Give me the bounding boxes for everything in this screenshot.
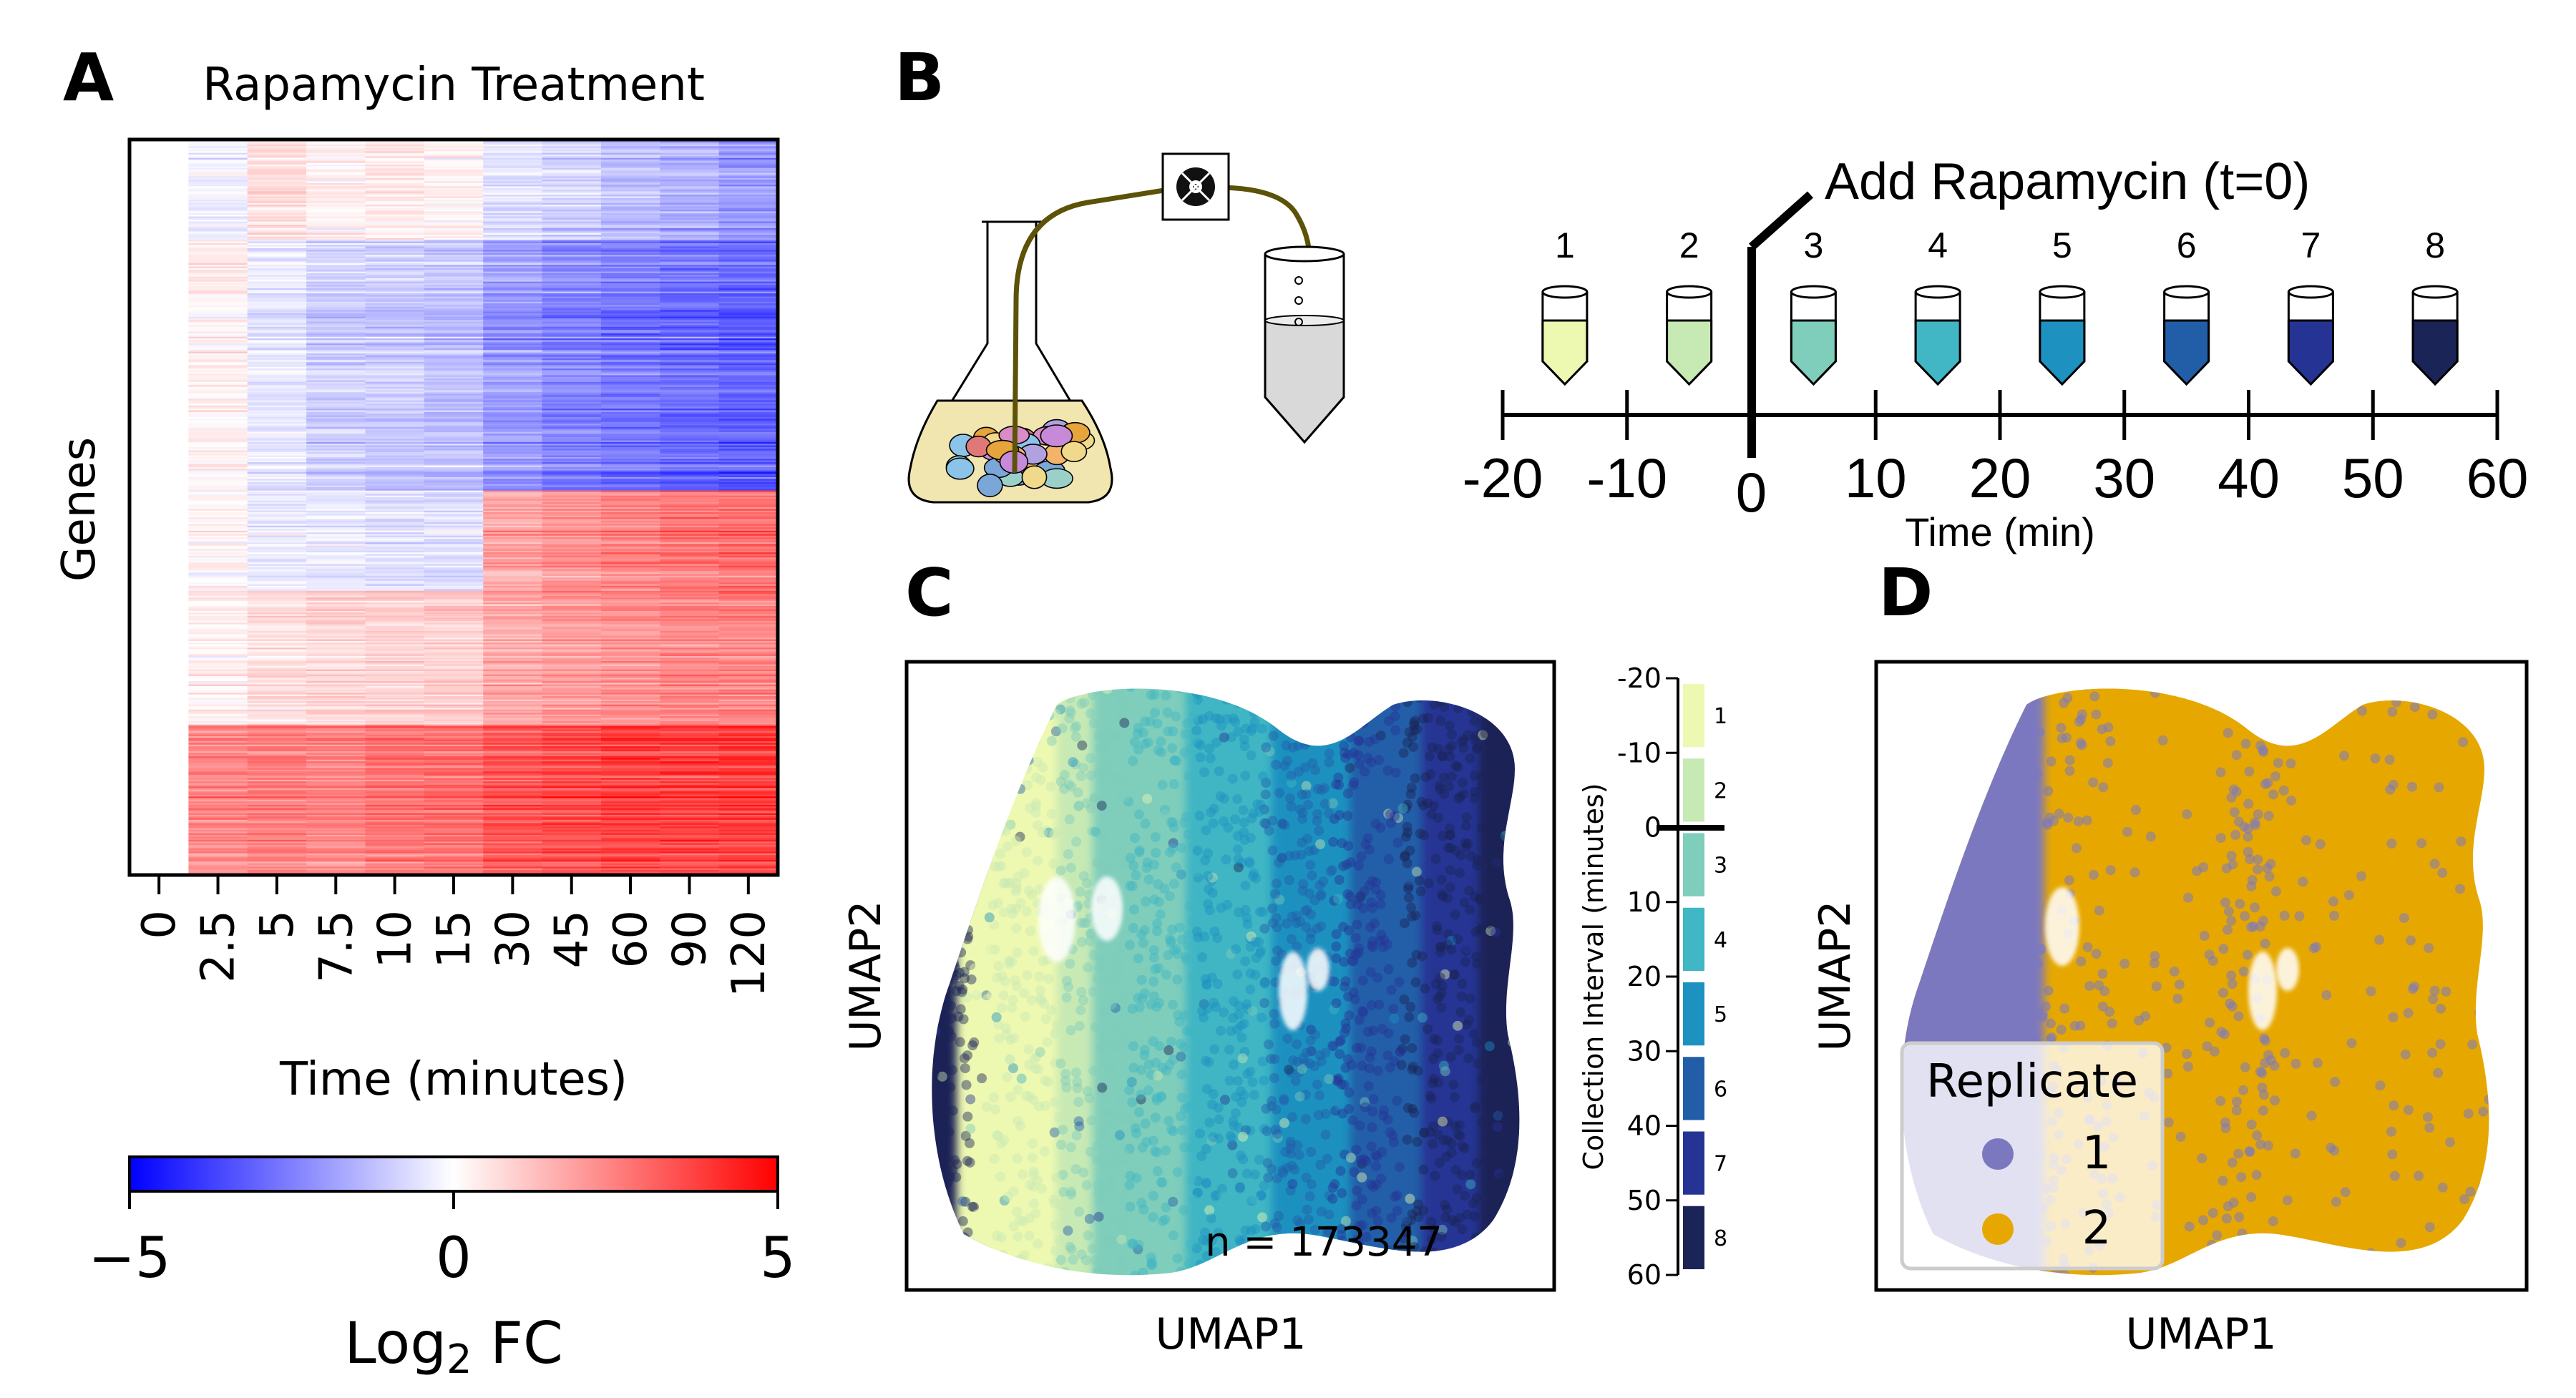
timeline-tick-label: 20: [1969, 446, 2031, 509]
colorbar-label: Log2 FC: [344, 1310, 563, 1383]
tube-rim: [2165, 286, 2209, 298]
tube-rim: [1543, 286, 1587, 298]
umap-c-points: [907, 662, 1579, 1290]
heatmap-cells: [130, 140, 779, 876]
yeast-cell: [977, 474, 1002, 497]
heatmap-y-label: Genes: [53, 437, 106, 582]
tube-liquid: [1667, 321, 1712, 384]
tube-number: 5: [2052, 225, 2072, 265]
tube-number: 6: [2177, 225, 2197, 265]
yeast-cell: [1022, 466, 1046, 489]
tube-rim: [2413, 286, 2457, 298]
tube-liquid: [1791, 321, 1835, 384]
tube-number: 2: [1679, 225, 1699, 265]
timeline-axis-label: Time (min): [1905, 509, 2094, 554]
rapamycin-event-label: Add Rapamycin (t=0): [1825, 153, 2310, 210]
yeast-cell: [946, 458, 973, 479]
timeline-tick-label: 10: [1845, 446, 1907, 509]
timeline-tick-label: 40: [2218, 446, 2280, 509]
timeline-tick-label: 60: [2467, 446, 2529, 509]
tube-number: 1: [1555, 225, 1575, 265]
heatmap-x-tick-label: 120: [723, 910, 776, 997]
tube-number: 7: [2301, 225, 2321, 265]
panel-a-letter: A: [63, 39, 114, 116]
yeast-cell: [1061, 441, 1086, 461]
umap-c-density: [907, 662, 1579, 1290]
heatmap-x-tick-label: 45: [546, 910, 599, 968]
log2fc-colorbar: [130, 1157, 778, 1191]
timeline-tick-label: 0: [1736, 461, 1767, 524]
tube-liquid: [2165, 321, 2209, 384]
tube-rim: [1791, 286, 1835, 298]
tube-liquid: [2288, 321, 2333, 384]
timeline-tick-label: -20: [1463, 446, 1543, 509]
tube-liquid: [1916, 321, 1960, 384]
tube-number: 3: [1803, 225, 1823, 265]
heatmap-x-tick-label: 30: [487, 910, 540, 968]
heatmap-x-tick-label: 90: [663, 910, 716, 968]
timeline-ticks: -20 -10 0 10 20 30 40 50 60: [1463, 390, 2529, 524]
tube-liquid: [1543, 321, 1587, 384]
heatmap-x-tick-label: 7.5: [310, 910, 363, 983]
panel-b: B Add Rapam: [894, 39, 2528, 554]
heatmap-x-tick-label: 5: [251, 910, 304, 939]
tube-liquid: [2040, 321, 2084, 384]
timeline-tubes: 1 2 3 4 5 6 7 8: [1543, 225, 2457, 384]
culture-flask-illustration: [909, 187, 1309, 502]
heatmap-title: Rapamycin Treatment: [203, 59, 705, 112]
panel-c-letter: C: [905, 554, 954, 631]
heatmap-x-label: Time (minutes): [279, 1053, 628, 1106]
heatmap-x-tick-label: 2.5: [192, 910, 245, 983]
heatmap-x-tick-label: 0: [133, 910, 186, 939]
tube-rim: [2040, 286, 2084, 298]
umap-c-plot: [907, 662, 1579, 1290]
pump-icon: [1163, 154, 1229, 220]
heatmap-x-tick-label: 10: [369, 910, 422, 968]
umap-c-point: [1418, 1271, 1428, 1281]
tube-rim: [1667, 286, 1712, 298]
tube-rim: [1916, 286, 1960, 298]
tube-rim: [2288, 286, 2333, 298]
collection-tube-illustration: [1265, 247, 1344, 442]
tube-number: 8: [2425, 225, 2445, 265]
tube-liquid: [2413, 321, 2457, 384]
colorbar-tick-label: 0: [436, 1226, 472, 1291]
timeline-tick-label: 30: [2093, 446, 2155, 509]
heatmap-x-tick-label: 60: [605, 910, 658, 968]
colorbar-tick-label: 5: [760, 1226, 796, 1291]
colorbar-tick-label: −5: [89, 1226, 171, 1291]
heatmap-x-tick-label: 15: [428, 910, 481, 968]
tube-number: 4: [1928, 225, 1948, 265]
timeline-tick-label: -10: [1586, 446, 1667, 509]
panel-b-letter: B: [894, 39, 945, 116]
timeline-tick-label: 50: [2342, 446, 2404, 509]
